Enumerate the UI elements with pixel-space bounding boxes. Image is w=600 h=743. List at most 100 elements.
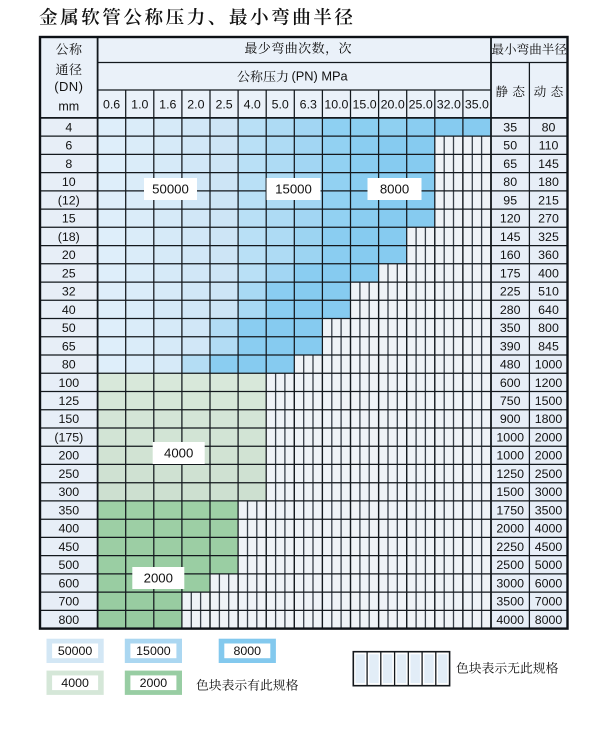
svg-text:1800: 1800 [535, 412, 563, 426]
svg-text:120: 120 [500, 212, 521, 226]
svg-text:(175): (175) [54, 431, 83, 445]
svg-text:1.6: 1.6 [159, 97, 176, 111]
svg-text:25.0: 25.0 [409, 97, 433, 111]
svg-text:50000: 50000 [58, 644, 93, 658]
svg-text:15.0: 15.0 [353, 97, 377, 111]
svg-text:145: 145 [538, 157, 559, 171]
svg-text:32: 32 [62, 285, 76, 299]
svg-text:10.0: 10.0 [324, 97, 348, 111]
svg-text:95: 95 [503, 193, 517, 207]
svg-text:1200: 1200 [535, 376, 563, 390]
svg-text:65: 65 [62, 339, 76, 353]
svg-text:640: 640 [538, 303, 559, 317]
svg-text:40: 40 [62, 303, 76, 317]
svg-text:15000: 15000 [275, 182, 312, 197]
svg-text:360: 360 [538, 248, 559, 262]
svg-text:6: 6 [65, 139, 72, 153]
svg-text:3500: 3500 [496, 595, 524, 609]
svg-text:200: 200 [58, 449, 79, 463]
svg-text:2000: 2000 [535, 449, 563, 463]
svg-text:145: 145 [500, 230, 521, 244]
svg-text:15000: 15000 [136, 644, 171, 658]
svg-text:150: 150 [58, 412, 79, 426]
svg-text:280: 280 [500, 303, 521, 317]
svg-text:2500: 2500 [535, 467, 563, 481]
svg-text:225: 225 [500, 285, 521, 299]
svg-text:2000: 2000 [535, 431, 563, 445]
svg-text:480: 480 [500, 358, 521, 372]
svg-text:20: 20 [62, 248, 76, 262]
svg-text:1500: 1500 [535, 394, 563, 408]
svg-text:1000: 1000 [496, 449, 524, 463]
svg-text:1750: 1750 [496, 503, 524, 517]
svg-text:300: 300 [58, 485, 79, 499]
svg-text:(12): (12) [58, 193, 80, 207]
svg-text:1.0: 1.0 [131, 97, 148, 111]
svg-text:800: 800 [538, 321, 559, 335]
svg-text:5000: 5000 [535, 558, 563, 572]
svg-text:7000: 7000 [535, 595, 563, 609]
svg-text:2000: 2000 [144, 571, 173, 586]
svg-text:4000: 4000 [496, 613, 524, 627]
svg-text:65: 65 [503, 157, 517, 171]
svg-text:8000: 8000 [234, 644, 262, 658]
svg-text:80: 80 [503, 175, 517, 189]
svg-text:8000: 8000 [380, 182, 409, 197]
svg-text:4500: 4500 [535, 540, 563, 554]
svg-text:50: 50 [503, 139, 517, 153]
svg-text:20.0: 20.0 [381, 97, 405, 111]
svg-text:25: 25 [62, 266, 76, 280]
svg-text:4000: 4000 [164, 446, 193, 461]
svg-text:80: 80 [542, 120, 556, 134]
svg-text:510: 510 [538, 285, 559, 299]
svg-text:325: 325 [538, 230, 559, 244]
svg-text:35.0: 35.0 [465, 97, 489, 111]
svg-text:160: 160 [500, 248, 521, 262]
svg-text:6000: 6000 [535, 576, 563, 590]
svg-text:4000: 4000 [535, 522, 563, 536]
svg-text:32.0: 32.0 [437, 97, 461, 111]
svg-text:4.0: 4.0 [244, 97, 261, 111]
svg-text:80: 80 [62, 358, 76, 372]
svg-text:2250: 2250 [496, 540, 524, 554]
svg-text:750: 750 [500, 394, 521, 408]
svg-text:mm: mm [58, 99, 79, 113]
svg-text:2.5: 2.5 [215, 97, 232, 111]
svg-text:3000: 3000 [496, 576, 524, 590]
svg-text:600: 600 [500, 376, 521, 390]
svg-text:1500: 1500 [496, 485, 524, 499]
svg-text:2000: 2000 [140, 676, 168, 690]
svg-text:175: 175 [500, 266, 521, 280]
svg-text:800: 800 [58, 613, 79, 627]
svg-text:3000: 3000 [535, 485, 563, 499]
svg-text:350: 350 [500, 321, 521, 335]
svg-text:(DN): (DN) [54, 79, 83, 94]
svg-text:4: 4 [65, 120, 72, 134]
svg-text:3500: 3500 [535, 503, 563, 517]
svg-text:100: 100 [58, 376, 79, 390]
svg-text:215: 215 [538, 193, 559, 207]
svg-text:6.3: 6.3 [300, 97, 317, 111]
svg-text:0.6: 0.6 [103, 97, 120, 111]
svg-text:845: 845 [538, 339, 559, 353]
svg-text:50: 50 [62, 321, 76, 335]
svg-text:700: 700 [58, 595, 79, 609]
svg-text:2000: 2000 [496, 522, 524, 536]
svg-text:600: 600 [58, 576, 79, 590]
svg-text:(18): (18) [58, 230, 80, 244]
svg-text:125: 125 [58, 394, 79, 408]
svg-text:450: 450 [58, 540, 79, 554]
svg-text:(PN) MPa: (PN) MPa [292, 69, 349, 84]
svg-text:110: 110 [539, 139, 559, 153]
svg-text:8000: 8000 [535, 613, 563, 627]
svg-text:10: 10 [62, 175, 76, 189]
svg-text:8: 8 [65, 157, 72, 171]
svg-text:180: 180 [538, 175, 559, 189]
svg-text:500: 500 [58, 558, 79, 572]
svg-text:15: 15 [62, 212, 76, 226]
svg-text:400: 400 [538, 266, 559, 280]
svg-text:5.0: 5.0 [272, 97, 289, 111]
svg-text:350: 350 [58, 503, 79, 517]
svg-text:250: 250 [58, 467, 79, 481]
svg-text:400: 400 [58, 522, 79, 536]
